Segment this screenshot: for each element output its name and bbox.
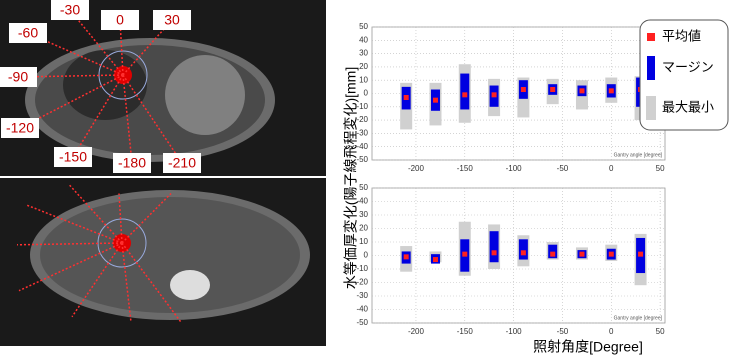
x-tick-label: -150 bbox=[457, 327, 474, 336]
y-tick-label: 20 bbox=[359, 62, 368, 71]
angle-label: -30 bbox=[60, 2, 80, 18]
x-tick-label: -50 bbox=[557, 327, 569, 336]
mean-marker bbox=[492, 250, 497, 255]
y-tick-label: 40 bbox=[359, 197, 368, 206]
y-tick-label: 10 bbox=[359, 237, 368, 246]
mean-marker bbox=[492, 92, 497, 97]
y-tick-label: 0 bbox=[364, 251, 369, 260]
margin-bar bbox=[519, 239, 528, 259]
mean-marker bbox=[609, 252, 614, 257]
x-axis-label: 照射角度[Degree] bbox=[533, 339, 643, 355]
angle-label: -180 bbox=[118, 155, 146, 171]
x-note: Gantry angle [degree] bbox=[614, 152, 663, 158]
body bbox=[40, 197, 300, 313]
mean-marker bbox=[433, 257, 438, 262]
mean-marker bbox=[550, 252, 555, 257]
y-tick-label: 10 bbox=[359, 75, 368, 84]
figure: -30 0 30 -60 -90 -120 -150 -180 -210 -50 -40 -30 -20… bbox=[0, 0, 729, 358]
angle-label: -210 bbox=[168, 155, 196, 171]
x-tick-label: 0 bbox=[609, 327, 614, 336]
mean-marker bbox=[638, 252, 643, 257]
x-tick-label: -200 bbox=[408, 164, 425, 173]
y-tick-label: 0 bbox=[364, 89, 369, 98]
x-tick-label: -100 bbox=[506, 164, 523, 173]
x-tick-label: 50 bbox=[656, 327, 665, 336]
mean-marker bbox=[433, 98, 438, 103]
y-tick-label: 40 bbox=[359, 35, 368, 44]
angle-label: -150 bbox=[59, 149, 87, 165]
organ bbox=[165, 55, 245, 135]
angle-label: 0 bbox=[116, 12, 124, 28]
mean-marker bbox=[550, 87, 555, 92]
margin-bar bbox=[460, 74, 469, 110]
angle-label: -120 bbox=[6, 120, 34, 136]
mean-marker bbox=[521, 87, 526, 92]
legend-label: マージン bbox=[662, 59, 714, 74]
x-tick-label: -100 bbox=[506, 327, 523, 336]
legend-label: 平均値 bbox=[662, 28, 701, 43]
mean-marker bbox=[579, 88, 584, 93]
x-note: Gantry angle [degree] bbox=[614, 315, 663, 321]
y-tick-label: 30 bbox=[359, 49, 368, 58]
y-tick-label: 30 bbox=[359, 210, 368, 219]
y-tick-label: -30 bbox=[356, 291, 368, 300]
x-tick-label: -150 bbox=[457, 164, 474, 173]
y-tick-label: -40 bbox=[356, 305, 368, 314]
mean-marker bbox=[462, 252, 467, 257]
mean-marker bbox=[579, 252, 584, 257]
y-tick-label: 20 bbox=[359, 224, 368, 233]
mean-marker bbox=[404, 254, 409, 259]
spine bbox=[170, 270, 210, 300]
x-tick-label: 50 bbox=[656, 164, 665, 173]
mean-marker bbox=[404, 95, 409, 100]
x-tick-label: -50 bbox=[557, 164, 569, 173]
y-tick-label: -50 bbox=[356, 318, 368, 327]
mean-marker bbox=[609, 88, 614, 93]
angle-label: -90 bbox=[8, 69, 28, 85]
y-tick-label: 50 bbox=[359, 183, 368, 192]
margin-bar bbox=[490, 231, 499, 262]
angle-label: 30 bbox=[164, 12, 180, 28]
y-axis-label: 水等価厚変化(陽子線飛程変化)[mm] bbox=[343, 67, 359, 289]
legend-label: 最大最小 bbox=[662, 99, 714, 114]
legend-swatch bbox=[647, 56, 655, 80]
x-tick-label: -200 bbox=[408, 327, 425, 336]
mean-marker bbox=[462, 92, 467, 97]
legend-swatch bbox=[646, 96, 656, 120]
x-tick-label: 0 bbox=[609, 164, 614, 173]
legend-swatch bbox=[647, 33, 655, 41]
angle-label: -60 bbox=[18, 25, 38, 41]
y-tick-label: 50 bbox=[359, 22, 368, 31]
mean-marker bbox=[521, 250, 526, 255]
